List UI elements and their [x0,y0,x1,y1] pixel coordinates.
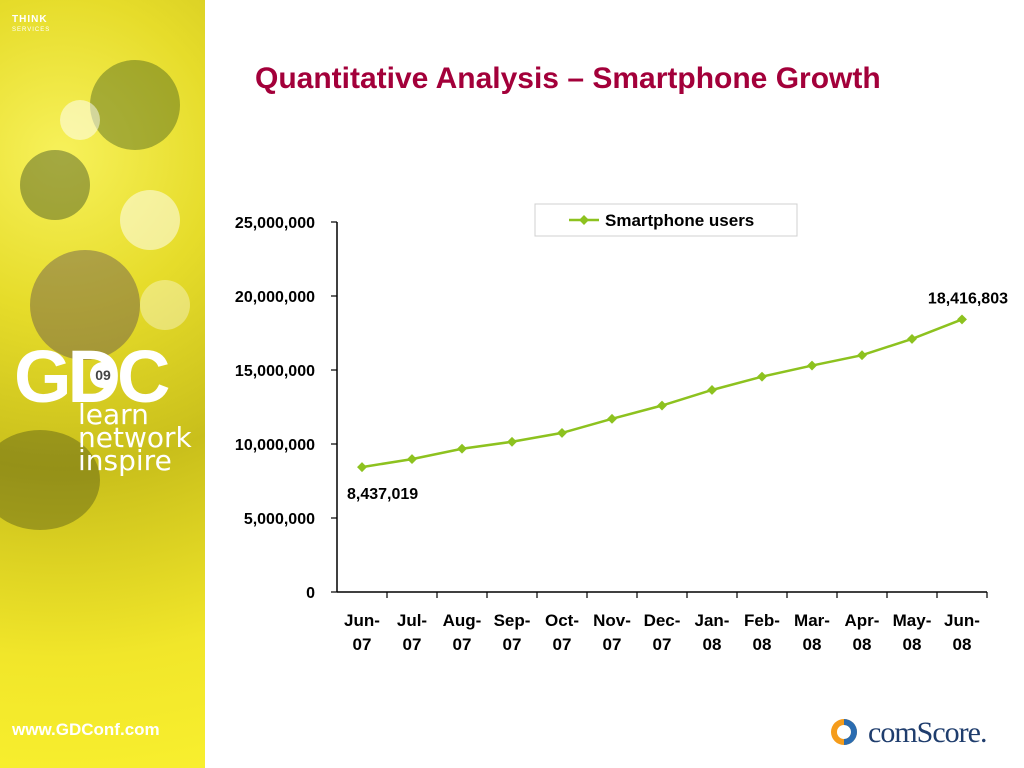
gdc-year-badge: 09 [90,362,116,388]
slide-title: Quantitative Analysis – Smartphone Growt… [255,62,881,95]
decor-blob [0,430,100,530]
data-point [407,454,417,465]
tagline-inspire: inspire [78,444,172,477]
data-point [557,427,567,438]
x-tick-label: Jun-08 [944,611,980,654]
data-point [707,385,717,395]
decor-blob [60,100,100,140]
y-tick-label: 0 [306,585,315,602]
data-point [607,413,617,424]
x-tick-label: Apr-08 [845,611,880,654]
data-point [357,462,367,473]
decor-blob [90,60,180,150]
x-tick-label: Feb-08 [744,611,780,654]
data-point [957,314,967,325]
data-point [507,436,517,447]
decor-blob [140,280,190,330]
x-tick-label: Jan-08 [695,611,730,654]
y-tick-label: 25,000,000 [235,215,315,232]
data-point [457,443,467,454]
data-point [857,350,867,361]
y-tick-label: 20,000,000 [235,289,315,306]
x-tick-label: Aug-07 [443,611,482,654]
x-tick-label: Oct-07 [545,611,579,654]
x-tick-label: May-08 [893,611,932,654]
y-tick-label: 5,000,000 [244,511,315,528]
decor-blob [20,150,90,220]
y-tick-label: 15,000,000 [235,363,315,380]
x-tick-label: Jun-07 [344,611,380,654]
think-services-subtitle: SERVICES [12,27,51,33]
legend-marker [579,215,589,225]
x-tick-label: Nov-07 [593,611,631,654]
gdconf-url: www.GDConf.com [12,720,160,739]
comscore-logo-mark [831,719,857,745]
sidebar-background: THINK SERVICES GDC 09 learn network insp… [0,0,205,768]
data-label-end: 18,416,803 [928,290,1008,307]
x-tick-label: Sep-07 [494,611,531,654]
data-point [807,360,817,371]
y-tick-label: 10,000,000 [235,437,315,454]
x-tick-label: Dec-07 [644,611,681,654]
comscore-logo-text: comScore. [868,716,987,749]
data-label-start: 8,437,019 [347,486,418,503]
smartphone-growth-chart: 0 5,000,000 10,000,000 15,000,000 20,000,000… [235,203,1008,654]
x-tick-label: Mar-08 [794,611,830,654]
tagline-learn: learn [78,398,149,431]
x-tick-label: Jul-07 [397,611,427,654]
legend-label-smartphone-users: Smartphone users [605,211,754,230]
series-line-smartphone-users [361,318,963,469]
think-services-logo: THINK [12,14,48,25]
decor-blob [30,250,140,360]
tagline-network: network [78,421,192,454]
data-point [657,400,667,411]
decor-blob [120,190,180,250]
data-point [907,333,917,344]
data-point [757,371,767,382]
